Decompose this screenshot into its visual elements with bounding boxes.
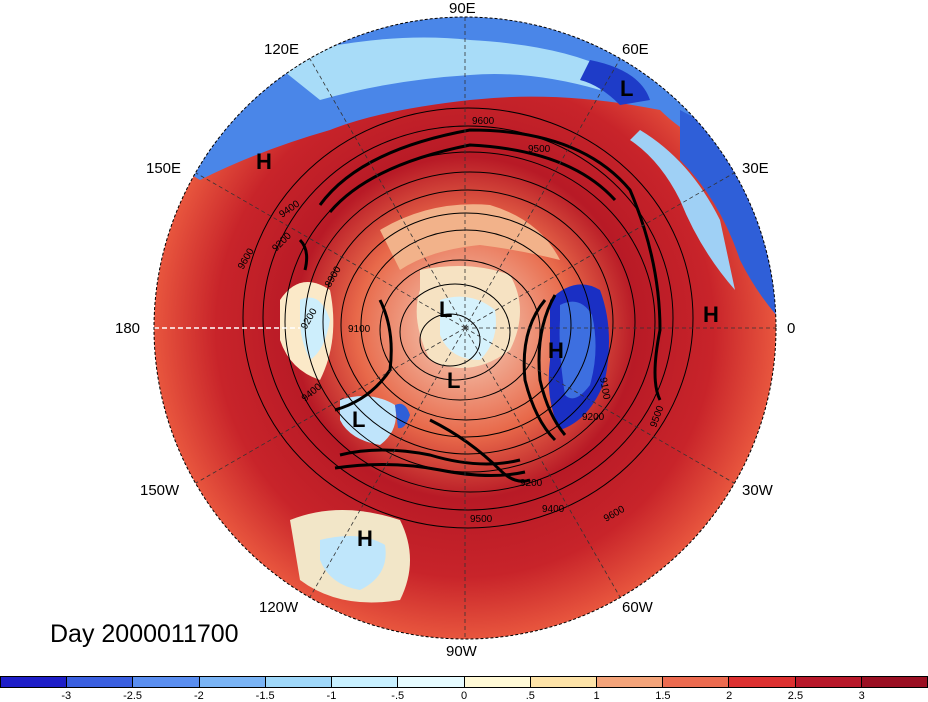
high-center-marker: H xyxy=(357,526,373,551)
contour-label: 9200 xyxy=(582,412,605,423)
colorbar-segment xyxy=(332,677,399,687)
colorbar-tick-label: -2 xyxy=(193,690,204,702)
map-boundary xyxy=(153,16,777,640)
lon-label-90e: 90E xyxy=(449,0,476,17)
colorbar-tick-label: .5 xyxy=(525,690,535,702)
colorbar-segment xyxy=(464,677,531,687)
colorbar-segment xyxy=(265,677,333,687)
colorbar xyxy=(0,676,928,688)
lon-label-120w: 120W xyxy=(259,599,299,616)
height-contours xyxy=(242,107,694,529)
colorbar-segment xyxy=(795,677,862,687)
lon-label-60w: 60W xyxy=(622,599,653,616)
colorbar-tick-label: 1.5 xyxy=(655,690,671,702)
lon-label-180: 180 xyxy=(115,320,141,337)
low-center-marker: L xyxy=(352,407,366,432)
lon-label-150e: 150E xyxy=(146,160,182,177)
colorbar-tick-label: -1 xyxy=(326,690,337,702)
day-title: Day 2000011700 xyxy=(50,620,239,648)
high-center-marker: H xyxy=(256,149,272,174)
lon-label-150w: 150W xyxy=(140,482,180,499)
colorbar-segment xyxy=(596,677,664,687)
lon-label-0: 0 xyxy=(787,320,796,337)
low-center-marker: L xyxy=(447,368,461,393)
contour-label: 9500 xyxy=(470,514,493,525)
colorbar-tick-label: 1 xyxy=(593,690,600,702)
map-field xyxy=(154,17,776,639)
contour-label: 9200 xyxy=(520,478,543,489)
colorbar-segment xyxy=(861,677,928,687)
low-center-marker: L xyxy=(439,297,453,322)
graticule xyxy=(195,17,776,639)
lon-label-60e: 60E xyxy=(622,41,649,58)
high-center-marker: H xyxy=(548,338,564,363)
high-center-marker: H xyxy=(703,302,719,327)
contour-label: 9500 xyxy=(528,144,551,155)
colorbar-segment xyxy=(1,677,68,687)
contour-label: 9100 xyxy=(597,377,612,401)
colorbar-segment xyxy=(729,677,796,687)
colorbar-tick-label: -2.5 xyxy=(123,690,143,702)
lon-label-120e: 120E xyxy=(264,41,300,58)
colorbar-tick-label: 2.5 xyxy=(787,690,804,702)
colorbar-segment xyxy=(663,677,730,687)
colorbar-tick-label: -.5 xyxy=(391,690,405,702)
lon-label-30w: 30W xyxy=(742,482,773,499)
colorbar-segment xyxy=(133,677,200,687)
colorbar-segment xyxy=(67,677,134,687)
colorbar-segment xyxy=(530,677,597,687)
low-center-marker: L xyxy=(620,76,634,101)
contour-label: 9400 xyxy=(542,504,565,515)
colorbar-tick-label: -3 xyxy=(61,690,72,702)
lon-label-90w: 90W xyxy=(446,643,477,660)
colorbar-segment xyxy=(199,677,266,687)
lon-label-30e: 30E xyxy=(742,160,769,177)
colorbar-tick-label: 0 xyxy=(460,690,468,702)
colorbar-tick-label: 2 xyxy=(726,690,733,702)
colorbar-tick-label: 3 xyxy=(858,690,865,702)
contour-label: 9100 xyxy=(348,324,371,335)
colorbar-segment xyxy=(398,677,465,687)
jet-contours xyxy=(298,128,662,483)
colorbar-tick-label: -1.5 xyxy=(255,690,275,702)
contour-label: 9600 xyxy=(472,116,495,127)
